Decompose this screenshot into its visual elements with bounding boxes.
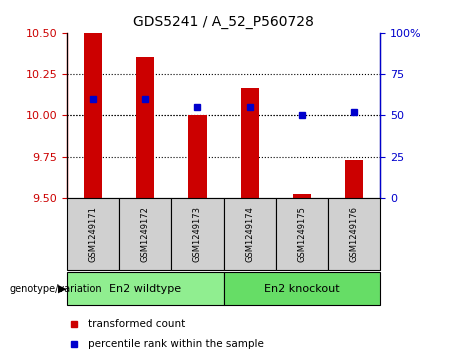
FancyBboxPatch shape xyxy=(67,198,119,270)
FancyBboxPatch shape xyxy=(119,198,171,270)
Text: En2 knockout: En2 knockout xyxy=(264,284,340,294)
Text: GSM1249171: GSM1249171 xyxy=(89,206,97,262)
Text: transformed count: transformed count xyxy=(88,319,185,329)
Text: GSM1249174: GSM1249174 xyxy=(245,206,254,262)
Bar xyxy=(293,194,311,198)
Text: GSM1249172: GSM1249172 xyxy=(141,206,150,262)
FancyBboxPatch shape xyxy=(276,198,328,270)
Bar xyxy=(241,88,259,198)
FancyBboxPatch shape xyxy=(224,198,276,270)
FancyBboxPatch shape xyxy=(67,272,224,305)
Text: GSM1249173: GSM1249173 xyxy=(193,206,202,262)
Bar xyxy=(84,32,102,198)
Text: ▶: ▶ xyxy=(58,284,66,294)
FancyBboxPatch shape xyxy=(328,198,380,270)
Text: En2 wildtype: En2 wildtype xyxy=(109,284,181,294)
Bar xyxy=(188,115,207,198)
FancyBboxPatch shape xyxy=(224,272,380,305)
Text: GSM1249175: GSM1249175 xyxy=(297,206,307,262)
Text: genotype/variation: genotype/variation xyxy=(9,284,102,294)
Bar xyxy=(345,160,363,198)
Title: GDS5241 / A_52_P560728: GDS5241 / A_52_P560728 xyxy=(133,15,314,29)
Text: GSM1249176: GSM1249176 xyxy=(350,206,359,262)
FancyBboxPatch shape xyxy=(171,198,224,270)
Bar xyxy=(136,57,154,198)
Text: percentile rank within the sample: percentile rank within the sample xyxy=(88,339,264,349)
